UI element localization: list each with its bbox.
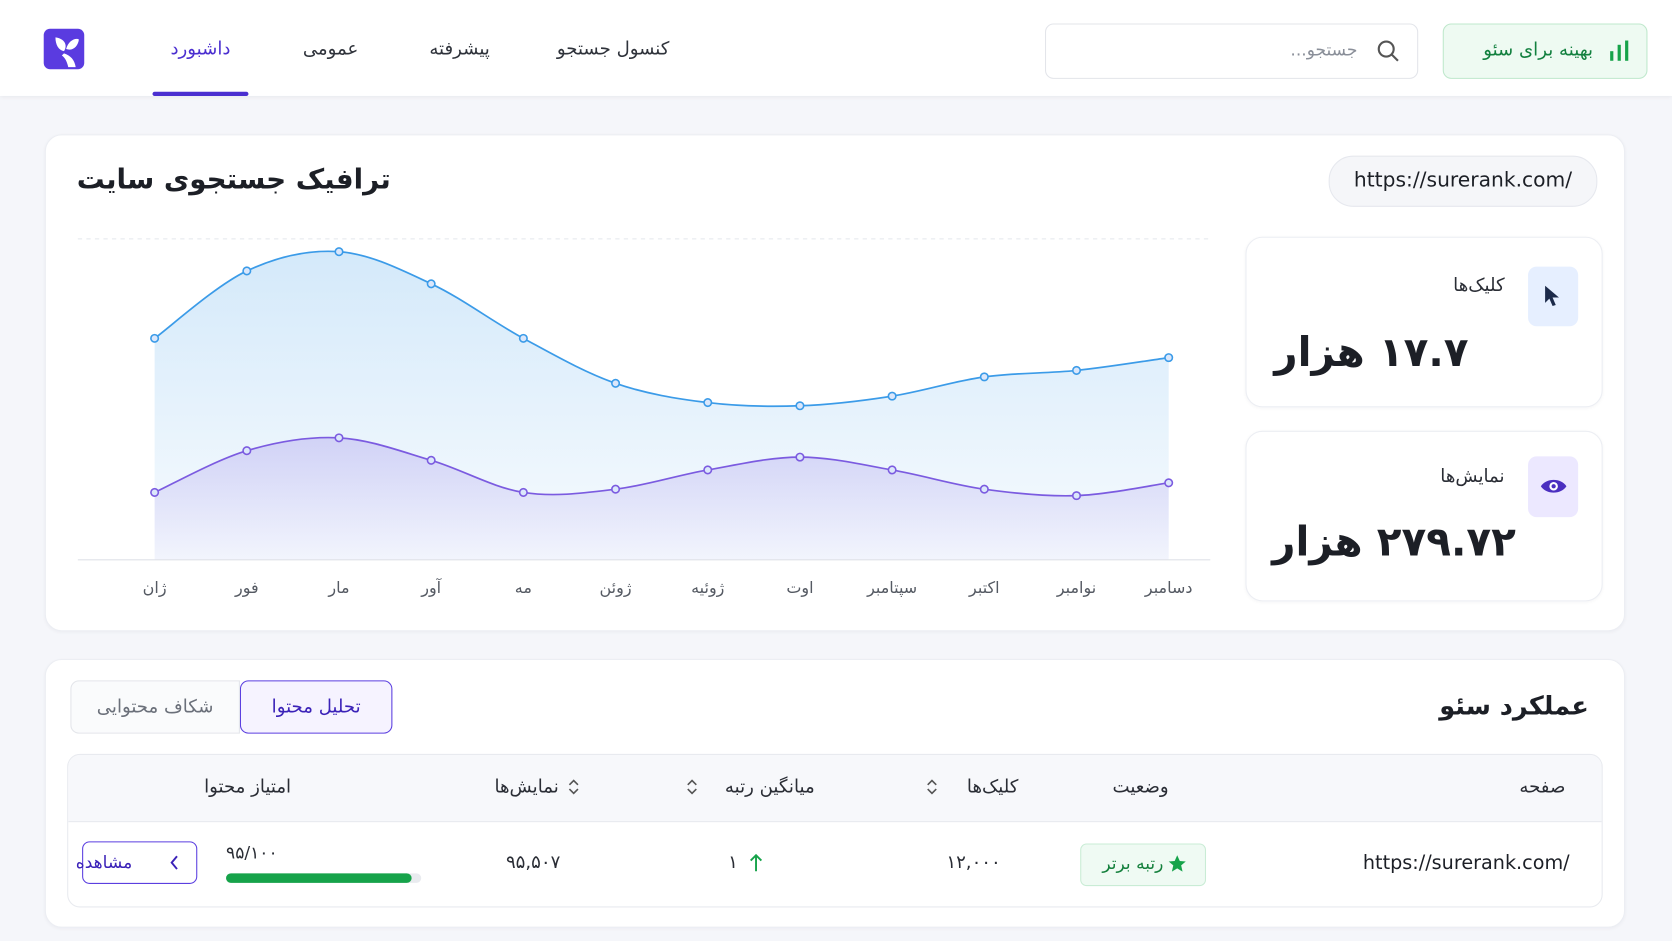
chart: ژان فور مار آور مه ژوئن ژوئیه اوت سپتامبر اکتبر نو… (77, 238, 1211, 598)
tab-label: شکاف محتوایی (96, 696, 214, 718)
area (154, 437, 1169, 560)
x-tick-label: فور (234, 578, 259, 598)
score-bar (226, 873, 412, 883)
point (334, 433, 344, 443)
optimize-button[interactable] (1442, 23, 1648, 79)
search-placeholder: جستجو... (1290, 39, 1358, 60)
point (703, 398, 713, 408)
status-pill (1080, 843, 1207, 887)
search-box[interactable] (1045, 23, 1419, 79)
nav-item[interactable]: عمومی (302, 38, 359, 60)
sort-icon[interactable] (926, 777, 939, 796)
star-icon (1168, 855, 1186, 872)
url: https://surerank.com/ (1353, 168, 1573, 192)
point (1164, 478, 1174, 488)
seo-title: عملکرد سئو (1439, 690, 1589, 721)
stat-label: نمایش‌ها (1440, 465, 1505, 488)
point (426, 455, 436, 465)
score-label: ۹۵/۱۰۰ (226, 842, 278, 863)
search-icon (1377, 40, 1399, 62)
point (242, 266, 252, 276)
point (1164, 353, 1174, 363)
column-header: کلیک‌ها (966, 776, 1019, 798)
page-url: https://surerank.com/ (1362, 851, 1570, 875)
star (1168, 855, 1186, 872)
stat-value: ۱۷.۷ هزار (1274, 328, 1469, 376)
line (154, 250, 1169, 408)
point (1071, 491, 1082, 501)
x-tick-label: نوامبر (1056, 578, 1096, 598)
column-header: وضعیت (1112, 776, 1169, 798)
nav-item[interactable]: کنسول جستجو (556, 38, 670, 60)
point (887, 465, 897, 475)
sort-icon[interactable] (567, 777, 580, 796)
point (150, 333, 160, 343)
point (611, 378, 621, 388)
stat-label: کلیک‌ها (1453, 275, 1505, 297)
cursor-icon (1545, 285, 1559, 307)
x-tick-label: مار (327, 578, 349, 598)
arrow (750, 853, 763, 872)
point (611, 484, 621, 494)
point (887, 391, 897, 401)
table-header (68, 754, 1602, 823)
column-header: صفحه (1519, 776, 1566, 798)
x-tick-label: دسامبر (1144, 578, 1193, 598)
column-header: میانگین رتبه (724, 776, 815, 798)
point (518, 487, 528, 497)
point (795, 452, 805, 462)
point (979, 484, 989, 494)
impressions: ۹۵,۵۰۷ (505, 851, 561, 874)
eye-icon (1540, 479, 1567, 493)
x-tick-label: ژوئن (600, 578, 632, 598)
tab-label: تحلیل محتوا (271, 696, 361, 718)
point (150, 487, 160, 497)
column-header: امتیاز محتوا (204, 776, 292, 798)
chevron-icon (170, 855, 178, 870)
nav-underline (152, 91, 249, 96)
nav-item[interactable]: پیشرفته (429, 38, 490, 60)
point (426, 279, 436, 289)
rank: ۱ (728, 851, 738, 874)
view-button-label: مشاهده (75, 851, 133, 873)
x-tick-label: اکتبر (968, 578, 1000, 598)
sort-arrows (568, 779, 579, 795)
chart-title: ترافیک جستجوی سایت (76, 164, 391, 197)
x-tick-label: اوت (786, 578, 813, 598)
sort-arrows (687, 779, 697, 795)
point (334, 247, 344, 257)
point (703, 465, 713, 475)
point (242, 446, 252, 456)
chart-icon (1610, 40, 1629, 61)
rank-up-icon (750, 853, 763, 872)
point (518, 333, 528, 343)
tab[interactable] (70, 680, 240, 734)
table (67, 753, 1603, 908)
clicks: ۱۲,۰۰۰ (946, 851, 1001, 874)
point (1071, 365, 1082, 375)
optimize-button-label: بهینه برای سئو (1483, 39, 1594, 61)
sort-icon[interactable] (686, 777, 699, 796)
line (154, 436, 1169, 497)
sort-arrows (927, 779, 937, 795)
x-tick-label: ژان (143, 578, 167, 598)
logo[interactable] (43, 28, 88, 73)
url-pill (1328, 155, 1598, 207)
nav-item[interactable]: داشبورد (170, 38, 231, 60)
chevron (170, 855, 178, 870)
x-tick-label: آور (420, 578, 442, 598)
status-label: رتبه برتر (1102, 853, 1164, 874)
stat-value: ۲۷۹.۷۲ هزار (1272, 518, 1516, 566)
tab[interactable] (239, 680, 393, 734)
column-header: نمایش‌ها (494, 776, 559, 798)
x-tick-label: ژوئیه (691, 578, 725, 598)
x-tick-label: مه (515, 578, 532, 597)
x-tick-label: سپتامبر (866, 578, 917, 598)
point (795, 401, 805, 411)
view-button[interactable] (82, 841, 198, 884)
point (979, 372, 989, 382)
